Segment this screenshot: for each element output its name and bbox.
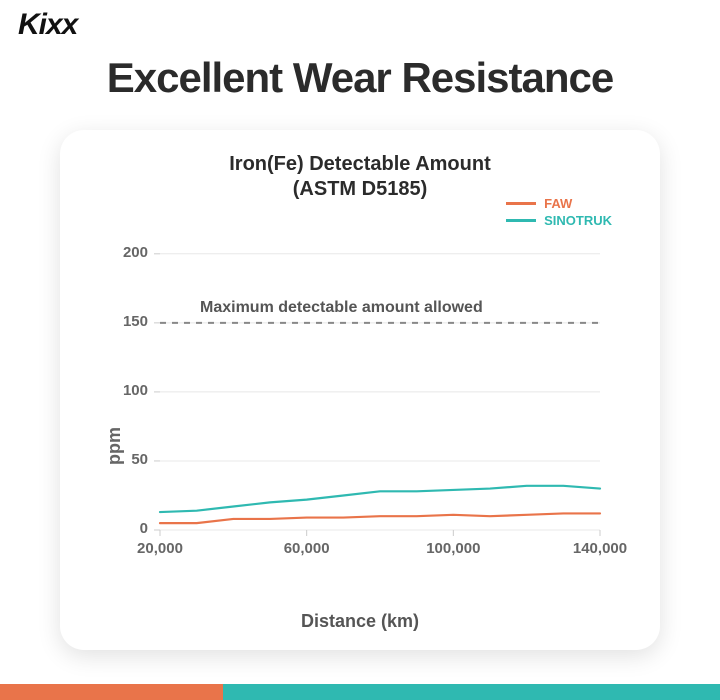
y-tick-label: 0	[100, 520, 148, 537]
y-tick-label: 50	[100, 451, 148, 468]
x-tick-label: 60,000	[267, 540, 347, 557]
legend-item: SINOTRUK	[506, 213, 612, 228]
threshold-label: Maximum detectable amount allowed	[200, 299, 483, 317]
y-tick-label: 200	[100, 244, 148, 261]
y-tick-label: 150	[100, 313, 148, 330]
chart-title: Iron(Fe) Detectable Amount (ASTM D5185)	[60, 152, 660, 202]
brand-logo: Kixx	[18, 8, 77, 42]
series-line	[160, 486, 600, 512]
series-line	[160, 513, 600, 523]
x-tick-label: 100,000	[413, 540, 493, 557]
footer-accent-bar	[0, 684, 720, 700]
plot-area: ppm 05010015020020,00060,000100,000140,0…	[100, 230, 620, 590]
chart-svg	[100, 230, 620, 590]
x-tick-label: 20,000	[120, 540, 200, 557]
y-tick-label: 100	[100, 382, 148, 399]
legend: FAW SINOTRUK	[506, 196, 612, 230]
chart-title-line2: (ASTM D5185)	[293, 178, 427, 200]
chart-title-line1: Iron(Fe) Detectable Amount	[229, 153, 491, 175]
legend-swatch	[506, 219, 536, 222]
legend-item: FAW	[506, 196, 612, 211]
x-axis-label: Distance (km)	[60, 611, 660, 632]
footer-segment	[223, 684, 720, 700]
legend-swatch	[506, 202, 536, 205]
legend-label: SINOTRUK	[544, 213, 612, 228]
chart-card: Iron(Fe) Detectable Amount (ASTM D5185) …	[60, 130, 660, 650]
page-title: Excellent Wear Resistance	[0, 54, 720, 102]
legend-label: FAW	[544, 196, 572, 211]
x-tick-label: 140,000	[560, 540, 640, 557]
footer-segment	[0, 684, 223, 700]
